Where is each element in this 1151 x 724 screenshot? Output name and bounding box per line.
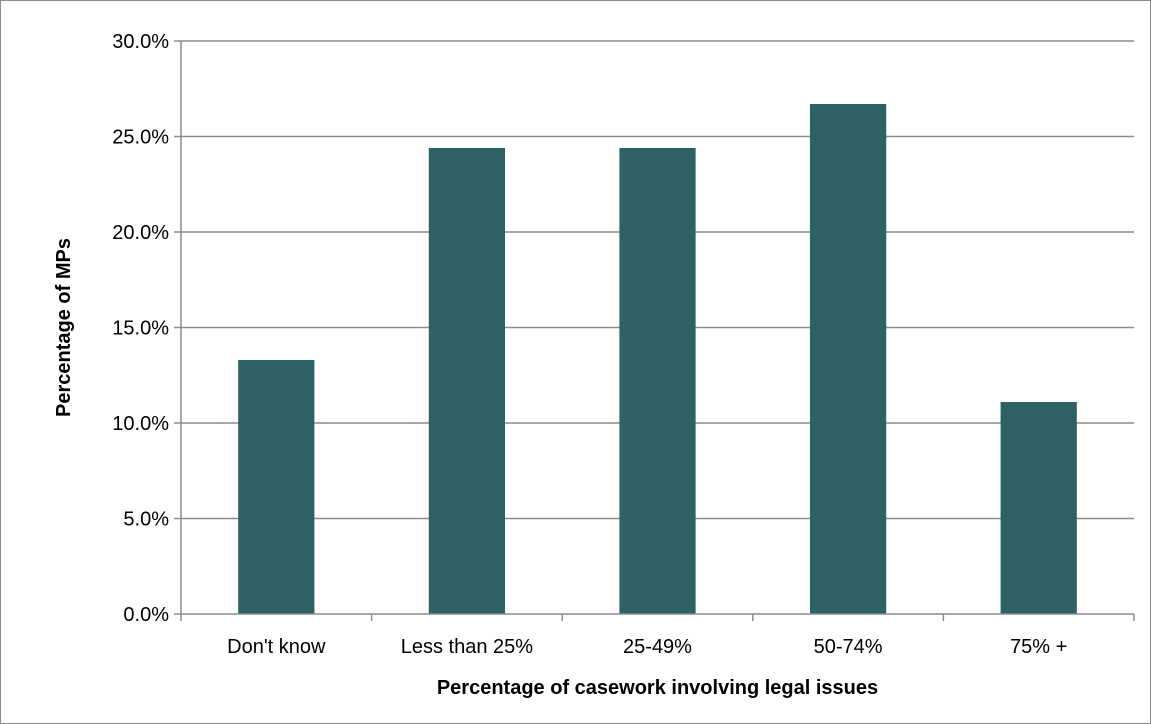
x-axis-title: Percentage of casework involving legal i…	[437, 677, 878, 699]
y-tick-label: 10.0%	[112, 413, 169, 435]
x-tick-label: 25-49%	[623, 636, 692, 658]
y-tick-label: 30.0%	[112, 31, 169, 53]
bar	[809, 104, 887, 614]
x-tick-label: Don't know	[227, 636, 326, 658]
y-axis-title: Percentage of MPs	[53, 238, 75, 417]
y-tick-label: 0.0%	[123, 604, 169, 626]
y-tick-label: 5.0%	[123, 509, 169, 531]
y-tick-labels: 0.0% 5.0% 10.0% 15.0% 20.0% 25.0% 30.0%	[112, 31, 169, 626]
bars	[238, 104, 1077, 614]
bar	[238, 359, 315, 614]
x-tick-label: 50-74%	[814, 636, 883, 658]
bar	[619, 147, 696, 614]
axes	[180, 41, 1134, 615]
x-tick-labels: Don't know Less than 25% 25-49% 50-74% 75% +	[227, 636, 1067, 658]
y-tick-label: 25.0%	[112, 127, 169, 149]
y-tick-label: 15.0%	[112, 318, 169, 340]
bar	[428, 147, 506, 614]
x-tick-label: Less than 25%	[401, 636, 534, 658]
y-tick-label: 20.0%	[112, 222, 169, 244]
bar	[1000, 401, 1077, 614]
x-tick-label: 75% +	[1010, 636, 1067, 658]
